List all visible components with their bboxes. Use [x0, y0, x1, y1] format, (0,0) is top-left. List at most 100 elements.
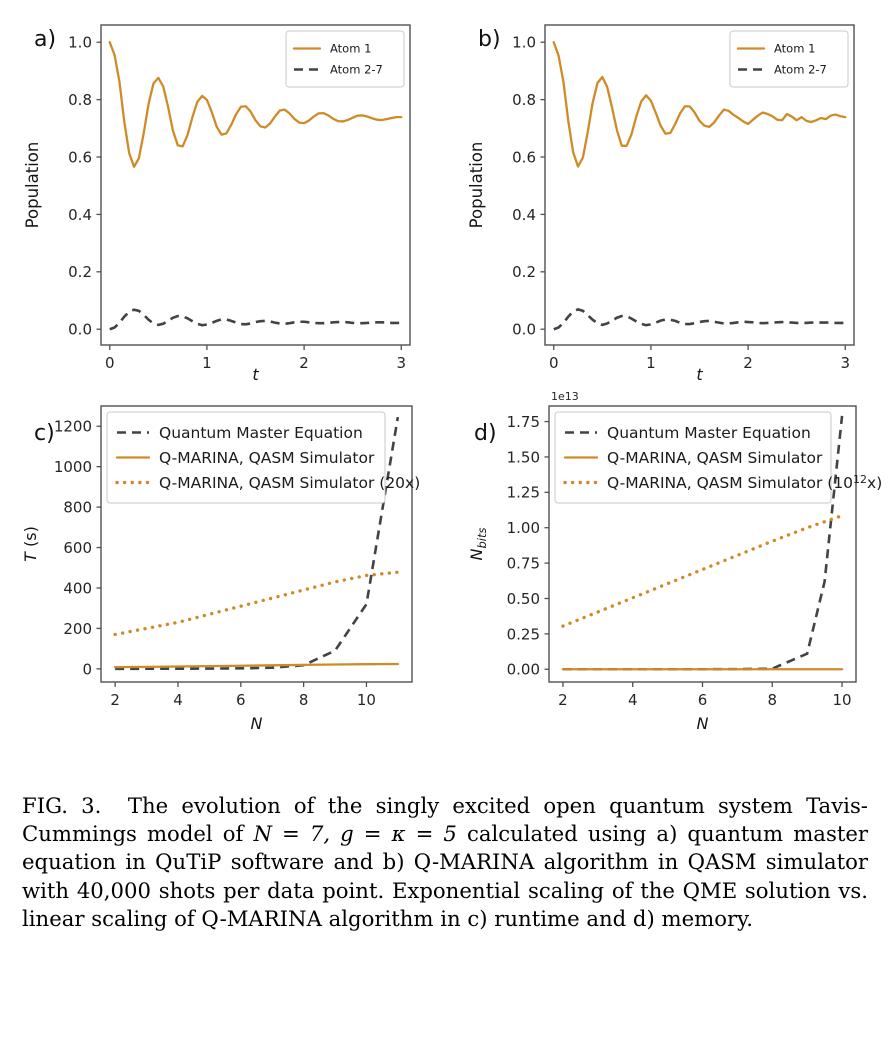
- series-line: [561, 513, 844, 628]
- x-tick-label: 8: [299, 691, 309, 709]
- panel-letter-b: b): [478, 27, 501, 52]
- y-tick-label: 0.6: [512, 148, 536, 166]
- x-tick-label: 2: [110, 691, 120, 709]
- x-tick-label: 2: [743, 354, 753, 372]
- y-tick-label: 200: [63, 620, 92, 638]
- x-tick-label: 8: [767, 691, 777, 709]
- panel-letter-c: c): [34, 421, 55, 446]
- x-axis-title: t: [696, 365, 703, 384]
- y-tick-label: 0.8: [68, 91, 92, 109]
- caption-rich-text: The evolution of the singly excited open…: [22, 793, 868, 931]
- x-tick-label: 3: [840, 354, 850, 372]
- x-tick-label: 6: [698, 691, 708, 709]
- x-tick-label: 0: [105, 354, 115, 372]
- caption-label: FIG. 3.: [22, 793, 102, 818]
- y-tick-label: 400: [63, 579, 92, 597]
- x-tick-label: 1: [202, 354, 212, 372]
- legend-box: [729, 30, 849, 88]
- panel-letter-a: a): [34, 27, 56, 52]
- chart-panel-b: b) 0.0 0.2 0.4 0.6 0.8 1.0 0 1 2 3 t Population Atom …: [444, 0, 888, 386]
- chart-panel-a: a) 0.0 0.2 0.4 0.6 0.8 1.0 0 1 2 3 t Population Atom …: [0, 0, 444, 386]
- legend-box: [554, 411, 832, 504]
- panel-c-svg: c) 0 200 400 600 800 1000 1200 2 4 6 8 10 N T (s) Quant…: [21, 405, 420, 733]
- x-tick-label: 10: [357, 691, 376, 709]
- series-line: [552, 41, 847, 168]
- series-group: [561, 415, 844, 671]
- y-axis-offset-label: 1e13: [551, 390, 579, 403]
- legend-box: [285, 30, 405, 88]
- y-tick-label: 0.6: [68, 148, 92, 166]
- chart-panel-d: d) 0.00 0.25 0.50 0.75 1.00 1.25 1.50 1.75 2 4 6 8 10…: [444, 386, 888, 776]
- y-axis-title: Population: [23, 142, 42, 229]
- y-tick-label: 0.00: [507, 661, 540, 679]
- y-tick-label: 0.0: [68, 321, 92, 339]
- y-tick-label: 0.2: [68, 263, 92, 281]
- panel-d-svg: d) 0.00 0.25 0.50 0.75 1.00 1.25 1.50 1.75 2 4 6 8 10…: [467, 390, 882, 733]
- panel-letter-d: d): [474, 421, 497, 446]
- x-tick-label: 3: [396, 354, 406, 372]
- y-tick-label: 1.75: [507, 413, 540, 431]
- series-line: [553, 308, 846, 331]
- y-tick-label: 0.2: [512, 263, 536, 281]
- y-axis-title: T (s): [21, 526, 40, 562]
- legend-label: Atom 1: [330, 42, 371, 56]
- legend-label: Q-MARINA, QASM Simulator (20x): [159, 474, 420, 492]
- legend-label: Q-MARINA, QASM Simulator (1012x): [607, 473, 882, 492]
- x-tick-label: 10: [832, 691, 851, 709]
- x-axis-title: t: [252, 365, 259, 384]
- chart-panel-c: c) 0 200 400 600 800 1000 1200 2 4 6 8 10 N T (s) Quant…: [0, 386, 444, 776]
- y-tick-label: 0: [82, 660, 92, 678]
- series-line: [113, 662, 400, 669]
- legend-label: Q-MARINA, QASM Simulator: [159, 449, 375, 467]
- x-tick-label: 1: [646, 354, 656, 372]
- y-axis-title: Nbits: [467, 528, 489, 561]
- y-tick-label: 0.50: [507, 590, 540, 608]
- series-group: [108, 41, 403, 331]
- x-tick-label: 2: [299, 354, 309, 372]
- chart-legend: Quantum Master Equation Q-MARINA, QASM Si…: [106, 411, 420, 504]
- chart-legend: Atom 1 Atom 2-7: [729, 30, 849, 88]
- y-tick-label: 1.0: [68, 34, 92, 52]
- x-tick-label: 2: [558, 691, 568, 709]
- legend-label: Atom 1: [774, 42, 815, 56]
- y-tick-label: 0.75: [507, 555, 540, 573]
- legend-label: Atom 2-7: [774, 63, 827, 77]
- y-tick-label: 0.4: [512, 206, 536, 224]
- y-tick-label: 1.50: [507, 448, 540, 466]
- y-tick-label: 0.8: [512, 91, 536, 109]
- series-group: [113, 416, 400, 671]
- caption-body: [115, 793, 128, 818]
- series-line: [109, 308, 402, 331]
- series-line: [115, 416, 400, 671]
- legend-label: Quantum Master Equation: [607, 424, 811, 442]
- y-tick-label: 600: [63, 539, 92, 557]
- legend-label: Atom 2-7: [330, 63, 383, 77]
- y-tick-label: 1.25: [507, 484, 540, 502]
- series-line: [113, 570, 400, 637]
- series-group: [552, 41, 847, 331]
- y-tick-label: 0.25: [507, 625, 540, 643]
- y-tick-label: 0.0: [512, 321, 536, 339]
- x-axis-title: N: [697, 714, 709, 733]
- x-tick-label: 4: [628, 691, 638, 709]
- legend-label: Quantum Master Equation: [159, 424, 363, 442]
- y-tick-label: 800: [63, 498, 92, 516]
- panel-a-svg: a) 0.0 0.2 0.4 0.6 0.8 1.0 0 1 2 3 t Population Atom …: [23, 24, 411, 384]
- y-tick-label: 1200: [54, 418, 92, 436]
- series-line: [108, 41, 403, 168]
- x-tick-label: 6: [236, 691, 246, 709]
- y-tick-label: 1.0: [512, 34, 536, 52]
- legend-box: [106, 411, 386, 504]
- y-axis-title: Population: [467, 142, 486, 229]
- caption-math: N = 7, g = κ = 5: [253, 821, 457, 847]
- x-tick-label: 4: [173, 691, 183, 709]
- x-tick-label: 0: [549, 354, 559, 372]
- y-tick-label: 1000: [54, 458, 92, 476]
- chart-legend: Atom 1 Atom 2-7: [285, 30, 405, 88]
- panel-b-svg: b) 0.0 0.2 0.4 0.6 0.8 1.0 0 1 2 3 t Population Atom …: [467, 24, 855, 384]
- legend-label: Q-MARINA, QASM Simulator: [607, 449, 823, 467]
- chart-legend: Quantum Master Equation Q-MARINA, QASM Si…: [554, 411, 882, 504]
- figure-caption: FIG. 3. The evolution of the singly exci…: [22, 792, 868, 933]
- y-tick-label: 0.4: [68, 206, 92, 224]
